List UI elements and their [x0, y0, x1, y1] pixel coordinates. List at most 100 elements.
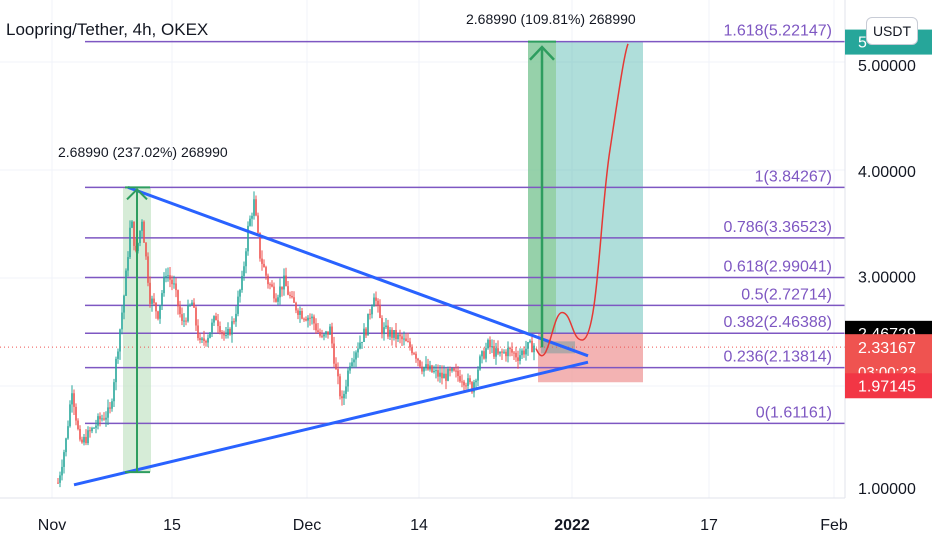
- candle-body: [379, 305, 381, 319]
- candle-body: [381, 318, 383, 335]
- candle-body: [311, 316, 313, 319]
- candle-body: [157, 311, 159, 319]
- candle-body: [119, 329, 121, 352]
- candle-body: [133, 221, 135, 246]
- candle-body: [259, 232, 261, 259]
- candle-body: [287, 286, 289, 295]
- x-tick-label: Dec: [293, 517, 321, 534]
- candle-body: [485, 348, 487, 359]
- candle-body: [293, 297, 295, 303]
- candle-body: [283, 275, 285, 290]
- candle-body: [209, 332, 211, 338]
- candle-body: [65, 438, 67, 453]
- candle-body: [319, 331, 321, 336]
- candle-body: [243, 266, 245, 276]
- candle-body: [515, 352, 517, 358]
- x-tick-label: 15: [163, 517, 181, 534]
- measure-arrowhead-right: [529, 45, 555, 61]
- candle-body: [95, 425, 97, 428]
- candle-body: [153, 298, 155, 303]
- candle-body: [107, 407, 109, 418]
- candle-body: [117, 351, 119, 359]
- candle-body: [525, 348, 527, 355]
- candle-body: [333, 343, 335, 364]
- y-tick-label: 5.00000: [858, 58, 916, 75]
- x-tick-label: 17: [700, 517, 718, 534]
- candle-body: [195, 307, 197, 326]
- candle-body: [371, 306, 373, 315]
- candle-body: [401, 336, 403, 340]
- candle-body: [143, 221, 145, 243]
- candle-body: [229, 329, 231, 335]
- candle-body: [101, 418, 103, 420]
- candle-body: [499, 351, 501, 354]
- candle-body: [225, 335, 227, 337]
- candle-body: [433, 370, 435, 372]
- candle-body: [241, 275, 243, 290]
- candle-body: [61, 466, 63, 476]
- candle-body: [291, 295, 293, 298]
- candle-body: [59, 475, 61, 483]
- candle-body: [363, 328, 365, 342]
- candle-body: [529, 340, 531, 343]
- candle-body: [323, 334, 325, 337]
- candle-body: [89, 430, 91, 432]
- candle-body: [257, 215, 259, 233]
- candle-body: [237, 296, 239, 314]
- candle-body: [437, 370, 439, 377]
- candle-body: [505, 351, 507, 357]
- candle-body: [69, 404, 71, 427]
- candle-body: [387, 325, 389, 337]
- candle-body: [423, 367, 425, 372]
- x-tick-label: 2022: [554, 517, 590, 534]
- candle-body: [461, 381, 463, 383]
- candle-body: [81, 439, 83, 443]
- candle-body: [109, 407, 111, 409]
- candle-body: [353, 359, 355, 363]
- candle-body: [97, 416, 99, 426]
- candle-body: [187, 305, 189, 322]
- candle-body: [267, 275, 269, 285]
- candle-body: [213, 316, 215, 323]
- candle-body: [417, 358, 419, 361]
- candle-body: [175, 283, 177, 291]
- candle-body: [77, 420, 79, 429]
- candle-body: [493, 346, 495, 357]
- price-axis-background: [845, 0, 932, 550]
- candle-body: [165, 276, 167, 278]
- candle-body: [191, 302, 193, 305]
- candle-body: [275, 298, 277, 302]
- candle-body: [473, 382, 475, 393]
- measure-annotation-right: 2.68990 (109.81%) 268990: [466, 11, 636, 27]
- candle-body: [467, 378, 469, 387]
- candle-body: [155, 302, 157, 312]
- candle-body: [349, 366, 351, 371]
- y-tick-label: 4.00000: [858, 164, 916, 181]
- candle-body: [523, 350, 525, 355]
- candle-body: [521, 350, 523, 356]
- candle-body: [297, 310, 299, 315]
- candle-body: [223, 332, 225, 336]
- candle-body: [449, 368, 451, 371]
- candle-body: [253, 199, 255, 216]
- candle-body: [299, 310, 301, 315]
- candle-body: [75, 406, 77, 421]
- candle-body: [183, 320, 185, 322]
- candle-body: [359, 342, 361, 349]
- candle-body: [357, 348, 359, 353]
- candle-body: [161, 293, 163, 306]
- candle-body: [463, 381, 465, 386]
- price-projection-curve: [535, 43, 629, 357]
- candle-body: [255, 199, 257, 216]
- upper-trendline: [127, 185, 589, 358]
- candle-body: [491, 346, 493, 348]
- candle-body: [517, 357, 519, 361]
- candle-body: [459, 376, 461, 382]
- candle-body: [385, 325, 387, 328]
- candle-body: [395, 330, 397, 340]
- x-tick-label: Nov: [38, 517, 66, 534]
- currency-button[interactable]: USDT: [866, 17, 918, 45]
- candle-body: [445, 373, 447, 381]
